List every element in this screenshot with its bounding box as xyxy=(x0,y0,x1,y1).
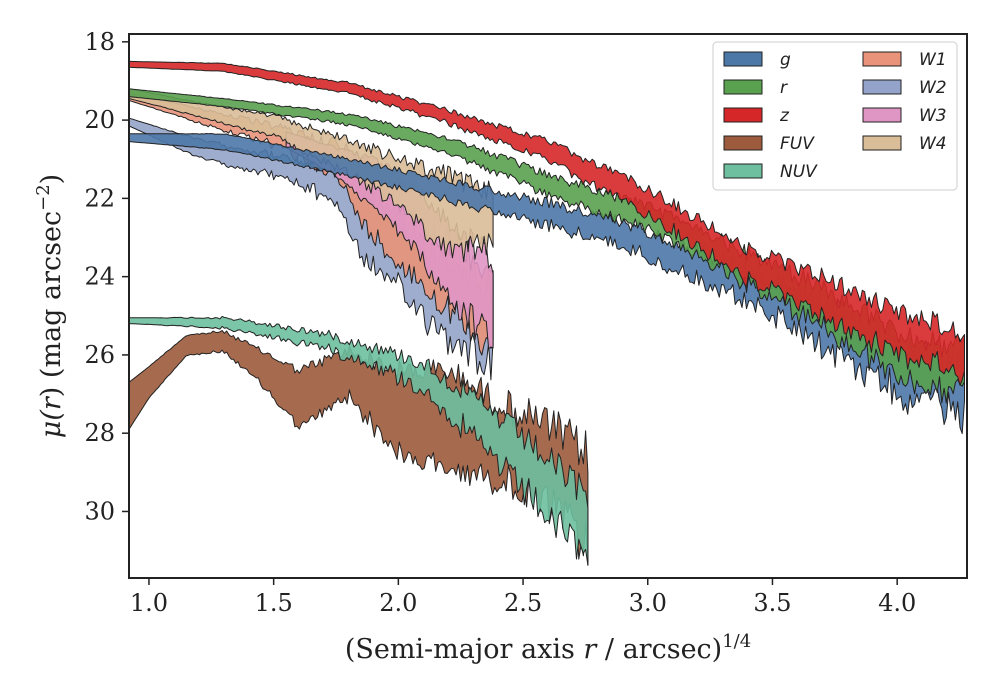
x-tick-label: 2.5 xyxy=(504,589,542,617)
y-tick-label: 26 xyxy=(84,341,115,369)
legend-label-w4: W4 xyxy=(919,134,947,154)
legend-label-w1: W1 xyxy=(919,50,947,70)
legend-swatch-fuv xyxy=(723,135,763,151)
series-band-r xyxy=(129,88,965,404)
y-tick-label: 18 xyxy=(84,28,115,56)
x-tick-label: 1.0 xyxy=(130,589,168,617)
legend-swatch-w4 xyxy=(862,135,902,151)
legend: grz FUV NUV W1 W2 W3 W4 xyxy=(712,41,958,191)
legend-label-fuv: FUV xyxy=(780,134,815,154)
legend-label-nuv: NUV xyxy=(780,162,818,182)
y-tick-label: 28 xyxy=(84,419,115,447)
x-tick-label: 1.5 xyxy=(255,589,293,617)
legend-swatch-w3 xyxy=(862,107,902,123)
ticks-layer: 1.0 1.5 2.0 2.5 3.0 3.5 4.0 18 20 22 24 26 28 30 xyxy=(84,28,916,617)
legend-label-g: g xyxy=(780,50,791,70)
series-band-nuv xyxy=(129,315,589,566)
legend-swatch-w2 xyxy=(862,79,902,95)
y-axis-label: μ(r) (mag arcsec−2) xyxy=(33,174,67,438)
series-band-g xyxy=(129,133,965,435)
legend-box xyxy=(712,41,958,191)
plot-frame xyxy=(128,33,968,579)
legend-label-r: r xyxy=(780,78,788,98)
legend-swatch-nuv xyxy=(723,163,763,179)
x-axis-label: (Semi-major axis r / arcsec)1/4 xyxy=(345,631,751,665)
y-tick-label: 30 xyxy=(84,497,115,525)
legend-swatch-r xyxy=(723,79,763,95)
series-band-z xyxy=(129,60,965,386)
y-tick-label: 20 xyxy=(84,106,115,134)
x-tick-label: 3.5 xyxy=(753,589,791,617)
legend-swatch-w1 xyxy=(862,51,902,67)
legend-label-w2: W2 xyxy=(919,78,947,98)
y-tick-label: 24 xyxy=(84,263,115,291)
series-layer xyxy=(129,60,965,566)
legend-label-z: z xyxy=(779,106,790,126)
legend-swatch-z xyxy=(723,107,763,123)
legend-swatch-g xyxy=(723,51,763,67)
y-tick-label: 22 xyxy=(84,184,115,212)
x-tick-label: 2.0 xyxy=(379,589,417,617)
x-tick-label: 4.0 xyxy=(878,589,916,617)
legend-label-w3: W3 xyxy=(919,106,947,126)
x-tick-label: 3.0 xyxy=(629,589,667,617)
